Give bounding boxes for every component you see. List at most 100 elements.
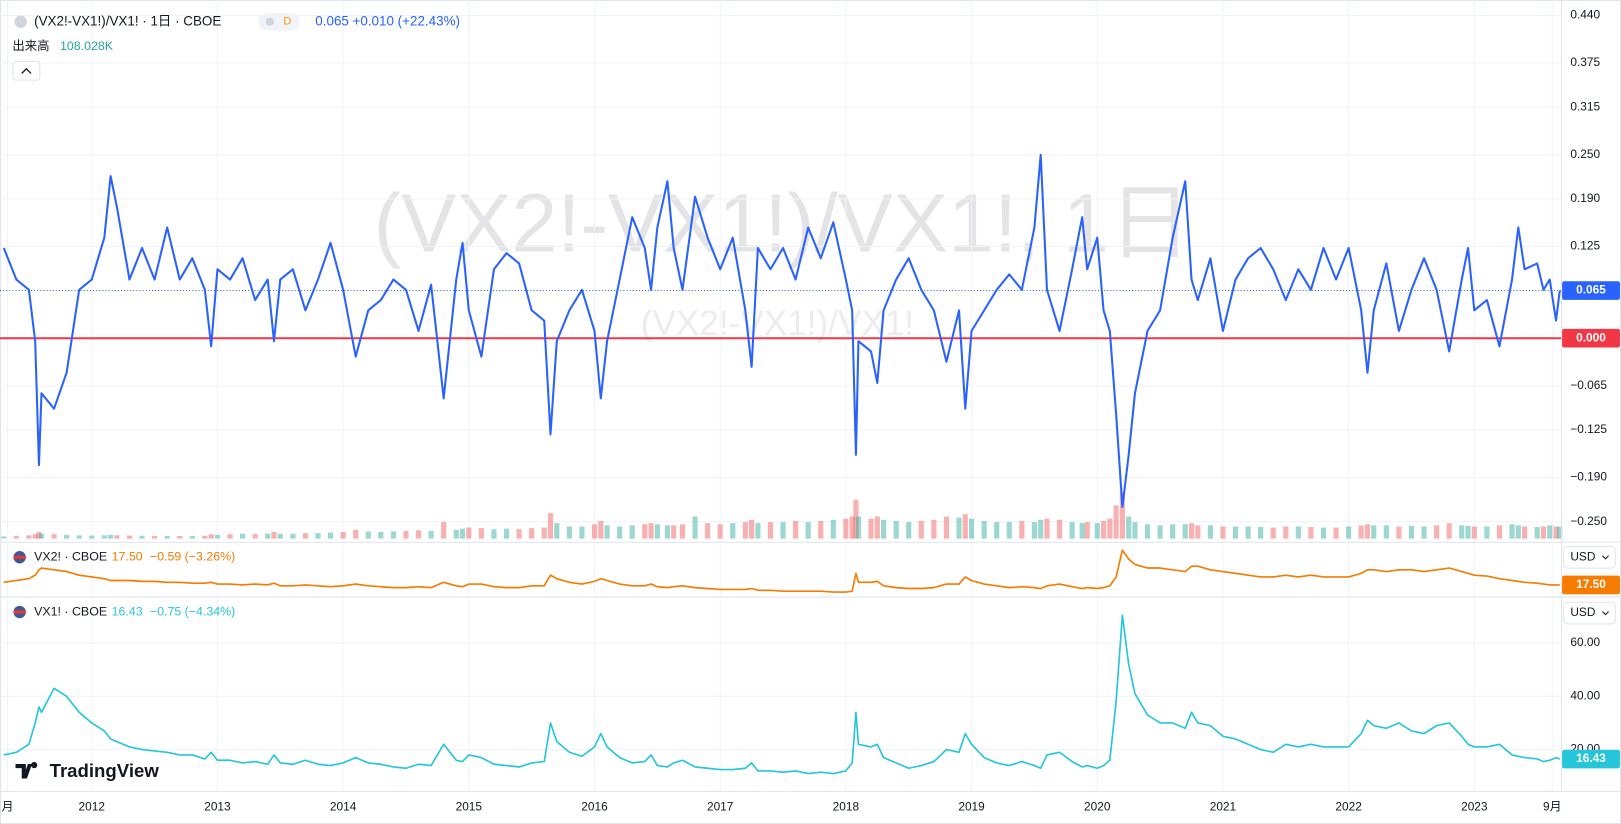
volume-bar [1346, 526, 1352, 539]
x-tick-label: 2020 [1084, 800, 1111, 814]
volume-bar [441, 522, 447, 539]
volume-bar [793, 520, 799, 539]
volume-bar [1408, 525, 1415, 539]
price-badge-label: 16.43 [1576, 751, 1606, 765]
volume-bar [1232, 526, 1239, 539]
series-line [2, 153, 1561, 508]
volume-bar [1396, 526, 1402, 539]
volume-name: 出来高 [12, 38, 49, 53]
volume-bar [1038, 519, 1044, 539]
volume-bar [529, 528, 535, 539]
volume-bar [1295, 526, 1301, 539]
volume-bar [1245, 526, 1251, 539]
volume-bar [1258, 527, 1264, 539]
y-tick-label: 0.125 [1570, 239, 1600, 253]
volume-bar [918, 520, 924, 539]
volume-bar [818, 520, 824, 539]
volume-bar [730, 523, 736, 539]
volume-bar [705, 523, 711, 539]
watermark: (VX2!-VX1!)/VX1!, 1日 [374, 176, 1192, 269]
volume-bar [1100, 520, 1107, 539]
legend-value: 0.065 [315, 13, 349, 28]
symbol-icon [14, 15, 27, 28]
volume-bar [32, 534, 38, 539]
volume-bar [1270, 527, 1276, 539]
price-badge-label: 0.000 [1576, 330, 1606, 344]
volume-bar [365, 531, 371, 539]
volume-bar [1188, 523, 1195, 539]
pane-legend-change: −0.75 (−4.34%) [150, 604, 235, 618]
volume-bar [968, 518, 975, 539]
volume-bar [1006, 522, 1012, 539]
volume-bar [208, 534, 214, 539]
overlay-layer: (VX2!-VX1!)/VX1! · 1日 · CBOE D 0.065 +0.… [0, 0, 1621, 792]
y-tick-label: 0.440 [1570, 8, 1600, 22]
volume-bar [353, 529, 359, 539]
legend-change: +0.010 (+22.43%) [353, 13, 460, 28]
x-tick-label: 2019 [958, 800, 985, 814]
pane-legend-name: VX2! · CBOE [34, 550, 107, 564]
price-badge-label: 0.065 [1576, 283, 1606, 297]
volume-bar [981, 520, 987, 539]
volume-bar [591, 524, 598, 539]
volume-bar [598, 520, 604, 539]
status-dot [265, 17, 274, 26]
volume-bar [64, 534, 70, 539]
pane-legend-name: VX1! · CBOE [34, 604, 107, 618]
volume-bar [1084, 522, 1090, 539]
volume-bar [805, 522, 811, 539]
dropdown-arrow [1602, 555, 1609, 560]
volume-bar [1207, 525, 1213, 539]
volume-bar [302, 533, 309, 539]
volume-bar [189, 535, 195, 539]
volume-bar [152, 535, 158, 539]
volume-bar [642, 524, 648, 539]
volume-bar [566, 526, 572, 539]
volume-bar [239, 533, 246, 539]
volume-bar [956, 517, 962, 539]
volume-bar [1383, 525, 1389, 539]
volume-bar [428, 530, 434, 539]
volume-bar [1553, 526, 1559, 539]
currency-dropdown[interactable] [1563, 545, 1616, 569]
volume-bar [139, 535, 145, 539]
volume-bar [843, 518, 849, 539]
brand-logo [15, 761, 38, 779]
volume-bar [1364, 524, 1371, 539]
watermark-symbol: (VX2!-VX1!)/VX1! [641, 304, 914, 343]
volume-bar [453, 529, 459, 539]
volume-bar [38, 533, 45, 539]
volume-bar [554, 523, 560, 539]
volume-bar [780, 522, 786, 539]
x-tick-label: 2021 [1210, 800, 1237, 814]
volume-bar [671, 525, 677, 539]
status-badge[interactable] [258, 12, 300, 31]
volume-bar [403, 530, 409, 539]
volume-bar [390, 531, 396, 539]
volume-bar [214, 534, 221, 539]
volume-bar [1019, 520, 1025, 539]
price-badge [1562, 749, 1620, 769]
volume-bar [126, 535, 133, 539]
y-tick-label: −0.065 [1570, 378, 1607, 392]
volume-bar [1421, 526, 1427, 539]
volume-bar [202, 535, 208, 539]
x-tick-label: 2013 [204, 800, 231, 814]
volume-bar [853, 499, 859, 539]
volume-bar [767, 522, 774, 539]
currency-dropdown[interactable] [1563, 601, 1616, 625]
volume-bar [327, 532, 334, 539]
collapse-button[interactable] [12, 61, 41, 81]
volume-bar [541, 527, 547, 539]
volume-bar [1132, 522, 1138, 539]
volume-bar [1283, 526, 1289, 539]
volume-bar [629, 525, 635, 539]
y-tick-label: 60.00 [1570, 635, 1600, 649]
volume-bar [1, 536, 7, 539]
symbol-title[interactable]: (VX2!-VX1!)/VX1! · 1日 · CBOE [34, 13, 221, 28]
volume-bar [1371, 525, 1377, 539]
volume-bar [1044, 518, 1050, 539]
volume-bar [1220, 526, 1226, 539]
volume-bar [855, 516, 862, 539]
